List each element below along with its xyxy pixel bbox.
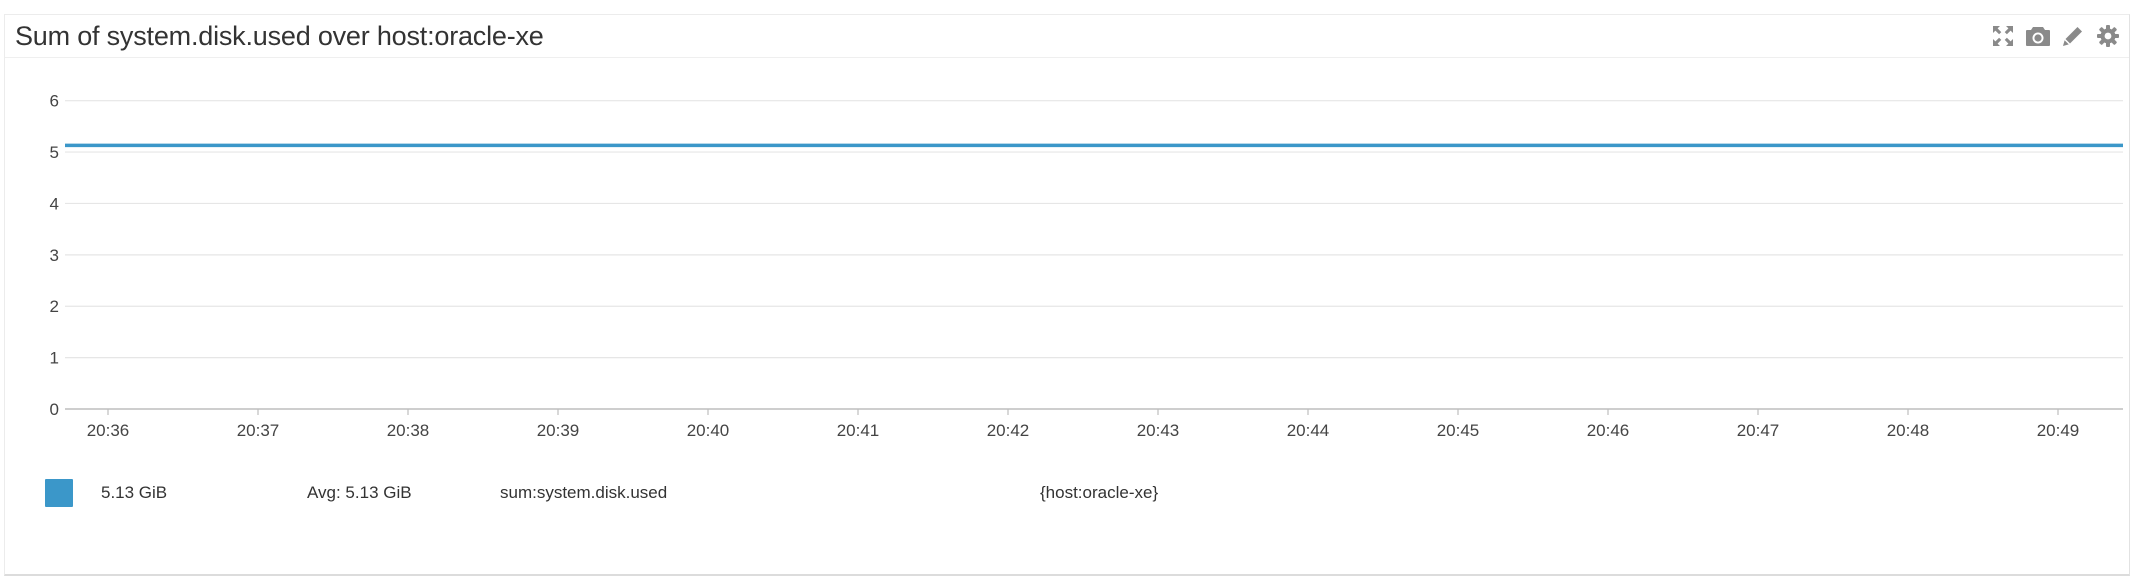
- widget-header: Sum of system.disk.used over host:oracle…: [5, 15, 2129, 58]
- y-tick-label: 2: [50, 297, 59, 316]
- x-tick-label: 20:36: [87, 421, 130, 440]
- x-tick-label: 20:44: [1287, 421, 1330, 440]
- line-chart: 0 1 2 3 4 5 6 20:36 20:37 20:38 20:39 20:40 20:41 20:…: [50, 92, 2123, 440]
- legend: 5.13 GiB Avg: 5.13 GiB sum:system.disk.u…: [45, 479, 1345, 509]
- x-tick-label: 20:37: [237, 421, 280, 440]
- legend-value: 5.13 GiB: [101, 483, 168, 502]
- x-tick-label: 20:48: [1887, 421, 1930, 440]
- expand-icon[interactable]: [1989, 23, 2016, 50]
- x-tick-label: 20:46: [1587, 421, 1630, 440]
- pencil-icon[interactable]: [2059, 23, 2086, 50]
- widget-title: Sum of system.disk.used over host:oracle…: [15, 21, 544, 51]
- camera-icon[interactable]: [2024, 23, 2051, 50]
- y-tick-label: 6: [50, 92, 59, 111]
- x-tick-label: 20:45: [1437, 421, 1480, 440]
- legend-metric: sum:system.disk.used: [500, 483, 668, 502]
- legend-scope: {host:oracle-xe}: [1040, 483, 1159, 502]
- y-tick-label: 1: [50, 349, 59, 368]
- y-tick-label: 4: [50, 194, 59, 213]
- x-tick-label: 20:43: [1137, 421, 1180, 440]
- x-tick-label: 20:40: [687, 421, 730, 440]
- y-tick-label: 3: [50, 246, 59, 265]
- legend-avg: Avg: 5.13 GiB: [307, 483, 412, 502]
- gear-icon[interactable]: [2094, 23, 2121, 50]
- x-tick-label: 20:38: [387, 421, 430, 440]
- graph-widget: Sum of system.disk.used over host:oracle…: [4, 14, 2130, 576]
- y-tick-label: 5: [50, 143, 59, 162]
- x-tick-label: 20:49: [2037, 421, 2080, 440]
- x-tick-label: 20:41: [837, 421, 880, 440]
- x-tick-label: 20:39: [537, 421, 580, 440]
- y-tick-label: 0: [50, 400, 59, 419]
- x-tick-label: 20:42: [987, 421, 1030, 440]
- widget-toolbar: [1989, 19, 2121, 53]
- x-tick-label: 20:47: [1737, 421, 1780, 440]
- legend-swatch: [45, 479, 73, 507]
